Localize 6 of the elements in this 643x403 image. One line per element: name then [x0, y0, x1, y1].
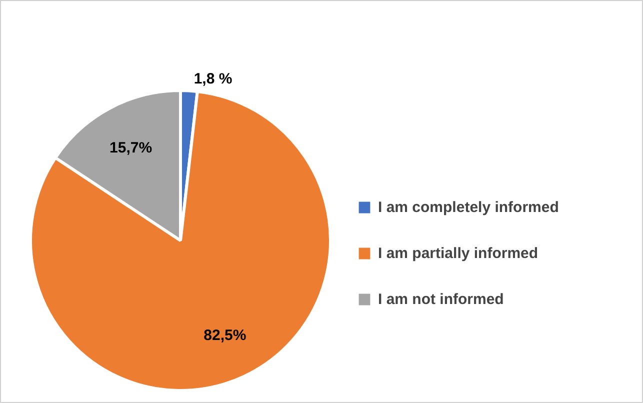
legend-label: I am completely informed — [378, 198, 559, 216]
data-label: 1,8 % — [194, 70, 232, 88]
data-label: 15,7% — [110, 140, 152, 157]
data-label: 82,5% — [204, 327, 246, 344]
legend-label: I am not informed — [378, 290, 504, 308]
legend-label: I am partially informed — [378, 244, 538, 262]
